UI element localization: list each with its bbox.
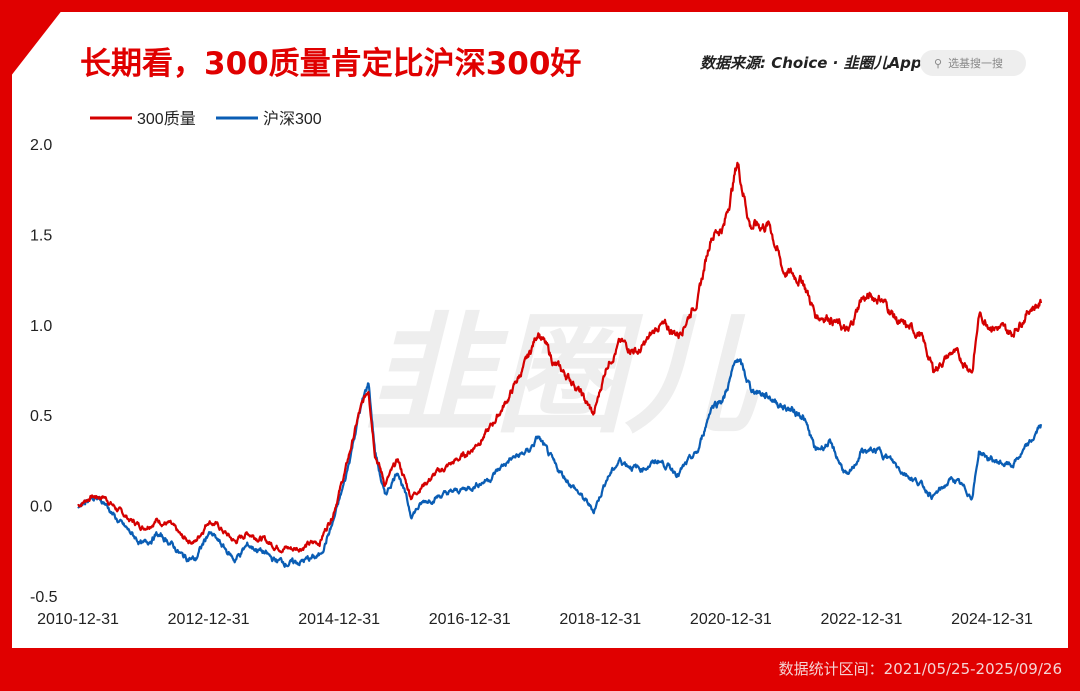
search-placeholder: 选基搜一搜 — [948, 57, 1004, 70]
corner-decoration — [0, 0, 70, 90]
page-title: 长期看，300质量肯定比沪深300好 — [80, 46, 582, 82]
x-tick-label: 2020-12-31 — [690, 611, 772, 628]
x-tick-label: 2016-12-31 — [429, 611, 511, 628]
legend-label-hs300: 沪深300 — [263, 110, 322, 128]
brand-logo: 韭圈儿App — [843, 54, 922, 72]
y-tick-label: 1.0 — [30, 318, 52, 335]
y-tick-label: 0.0 — [30, 499, 52, 516]
source-label: 数据来源: Choice · — [700, 54, 839, 72]
x-tick-label: 2012-12-31 — [168, 611, 250, 628]
search-input[interactable]: ⚲ 选基搜一搜 — [920, 50, 1026, 76]
series-line-0 — [77, 161, 1043, 554]
y-tick-label: 1.5 — [30, 227, 52, 244]
watermark: 韭圈儿 — [365, 302, 759, 448]
y-tick-label: 0.5 — [30, 408, 52, 425]
search-icon: ⚲ — [934, 56, 943, 70]
date-range-note: 数据统计区间：2021/05/25-2025/09/26 — [778, 660, 1062, 678]
x-tick-label: 2014-12-31 — [298, 611, 380, 628]
legend: 300质量 沪深300 — [90, 110, 322, 128]
legend-label-300quality: 300质量 — [137, 110, 196, 128]
x-tick-label: 2010-12-31 — [37, 611, 119, 628]
x-tick-label: 2024-12-31 — [951, 611, 1033, 628]
y-tick-label: -0.5 — [30, 589, 58, 606]
y-tick-label: 2.0 — [30, 137, 52, 154]
data-source: 数据来源: Choice · 韭圈儿App — [700, 52, 922, 73]
x-tick-label: 2022-12-31 — [821, 611, 903, 628]
x-tick-label: 2018-12-31 — [559, 611, 641, 628]
series-line-1 — [77, 358, 1043, 568]
